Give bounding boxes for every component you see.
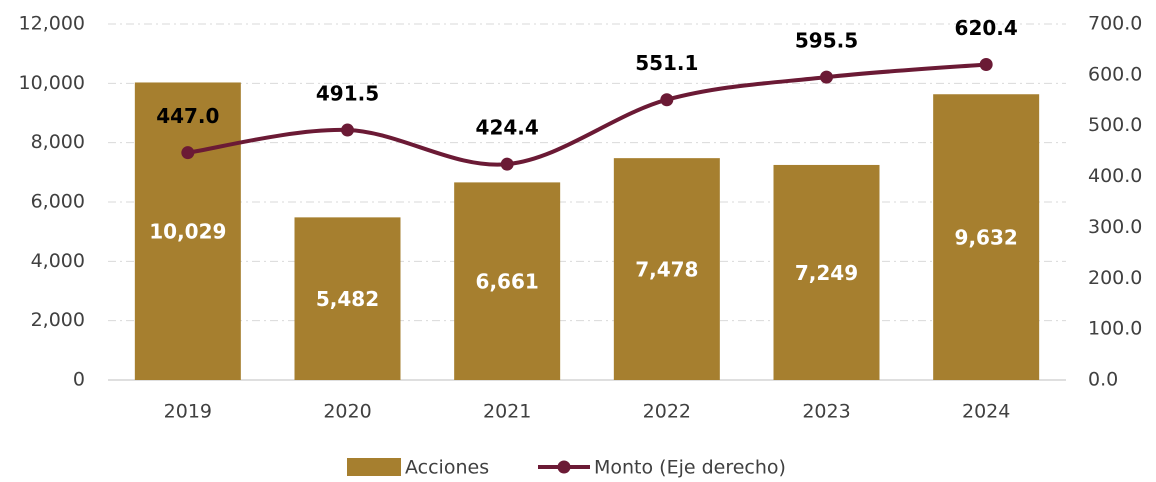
bar-label: 6,661 xyxy=(476,270,539,294)
y2-tick-label: 300.0 xyxy=(1088,216,1142,238)
y-tick-label: 0 xyxy=(73,369,85,391)
bar xyxy=(933,94,1040,380)
y-tick-label: 12,000 xyxy=(19,13,85,35)
line-point xyxy=(500,157,514,171)
x-tick-label: 2024 xyxy=(962,401,1010,423)
line-label: 551.1 xyxy=(635,51,698,75)
line-point xyxy=(660,93,674,107)
y2-tick-label: 700.0 xyxy=(1088,13,1142,35)
y2-tick-label: 200.0 xyxy=(1088,267,1142,289)
legend-label: Monto (Eje derecho) xyxy=(594,457,786,479)
y-tick-label: 8,000 xyxy=(31,131,85,153)
line xyxy=(187,62,987,167)
y-tick-label: 4,000 xyxy=(31,250,85,272)
bar-label: 7,249 xyxy=(795,261,858,285)
line-label: 491.5 xyxy=(316,82,379,106)
line-label: 620.4 xyxy=(955,16,1018,40)
x-tick-label: 2020 xyxy=(323,401,371,423)
x-tick-label: 2022 xyxy=(643,401,691,423)
line-point xyxy=(979,57,993,71)
bar-label: 9,632 xyxy=(955,226,1018,250)
line-point xyxy=(820,70,833,84)
y-tick-label: 2,000 xyxy=(31,309,85,331)
line-label: 595.5 xyxy=(795,29,858,53)
y-tick-label: 6,000 xyxy=(31,191,85,213)
legend-swatch xyxy=(557,460,571,474)
y2-tick-label: 500.0 xyxy=(1088,114,1142,136)
x-tick-label: 2019 xyxy=(164,401,212,423)
bar xyxy=(454,182,561,380)
line-label: 424.4 xyxy=(476,116,539,140)
bar xyxy=(773,164,880,380)
y2-tick-label: 600.0 xyxy=(1088,63,1142,85)
line-point xyxy=(341,123,354,137)
y2-tick-label: 400.0 xyxy=(1088,165,1142,187)
line-point xyxy=(181,146,195,160)
x-tick-label: 2021 xyxy=(483,401,531,423)
y-tick-label: 10,000 xyxy=(19,72,85,94)
line-label: 447.0 xyxy=(156,104,219,128)
bar xyxy=(613,158,720,380)
x-tick-label: 2023 xyxy=(802,401,850,423)
bar-label: 7,478 xyxy=(635,258,698,282)
bar-label: 5,482 xyxy=(316,287,379,311)
y2-tick-label: 0.0 xyxy=(1088,369,1118,391)
legend-swatch xyxy=(347,458,401,476)
bar-label: 10,029 xyxy=(149,220,226,244)
y2-tick-label: 100.0 xyxy=(1088,318,1142,340)
bar xyxy=(294,217,401,380)
legend-label: Acciones xyxy=(405,457,489,479)
bar xyxy=(134,82,241,381)
